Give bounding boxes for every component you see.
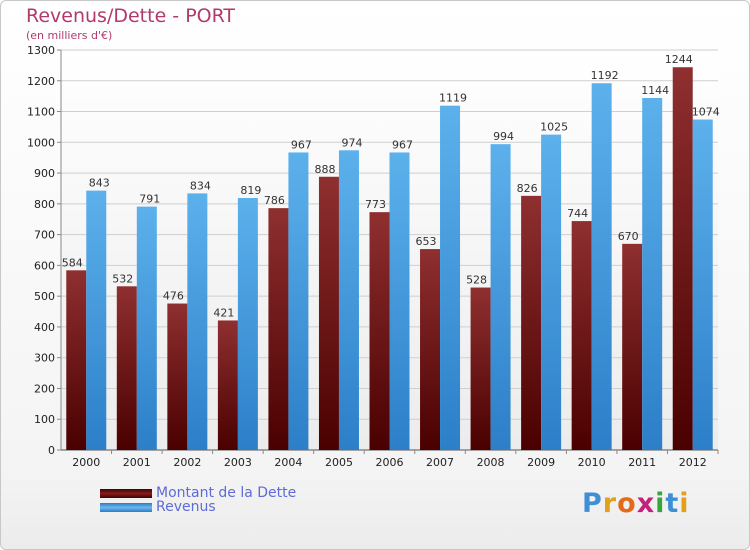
y-tick-label: 0 [48, 444, 55, 457]
revenue-bar [440, 105, 461, 450]
debt-value-label: 421 [213, 306, 234, 319]
debt-bar [116, 286, 137, 450]
debt-value-label: 528 [466, 274, 487, 287]
debt-value-label: 786 [264, 194, 285, 207]
debt-bar [167, 303, 188, 450]
revenue-bar [591, 83, 612, 450]
logo-letter: i [679, 488, 690, 519]
x-tick-label: 2005 [325, 456, 353, 469]
y-tick-label: 800 [34, 198, 55, 211]
y-tick-label: 1300 [27, 44, 55, 57]
y-tick-label: 1200 [27, 75, 55, 88]
y-tick-label: 100 [34, 413, 55, 426]
debt-value-label: 826 [517, 182, 538, 195]
y-tick-label: 900 [34, 167, 55, 180]
revenue-value-label: 967 [291, 138, 312, 151]
x-tick-label: 2008 [477, 456, 505, 469]
revenue-value-label: 1144 [641, 84, 669, 97]
debt-bar [521, 195, 542, 450]
legend-swatch-debt [100, 488, 152, 498]
x-tick-label: 2004 [274, 456, 302, 469]
debt-bar [268, 208, 289, 450]
proxiti-logo: Proxiti [582, 488, 690, 519]
legend-item-revenue: Revenus [100, 499, 296, 515]
y-tick-label: 1100 [27, 106, 55, 119]
y-tick-label: 700 [34, 229, 55, 242]
x-tick-label: 2003 [224, 456, 252, 469]
logo-letter: r [602, 488, 618, 519]
debt-value-label: 1244 [665, 53, 693, 66]
logo-letter: i [655, 488, 666, 519]
revenue-value-label: 843 [89, 177, 110, 190]
y-tick-label: 200 [34, 382, 55, 395]
revenue-bar [389, 152, 410, 450]
x-tick-label: 2006 [376, 456, 404, 469]
revenue-bar [490, 144, 511, 450]
revenue-bar [136, 206, 157, 450]
debt-bar [66, 270, 87, 450]
logo-letter: x [636, 488, 656, 519]
logo-letter: o [617, 488, 637, 519]
x-tick-label: 2007 [426, 456, 454, 469]
x-tick-label: 2000 [72, 456, 100, 469]
legend-item-debt: Montant de la Dette [100, 485, 297, 501]
debt-bar [318, 176, 339, 450]
y-tick-label: 500 [34, 290, 55, 303]
debt-value-label: 476 [163, 290, 184, 303]
x-tick-label: 2001 [123, 456, 151, 469]
revenue-value-label: 1192 [591, 69, 619, 82]
y-tick-label: 600 [34, 259, 55, 272]
x-tick-label: 2010 [578, 456, 606, 469]
debt-value-label: 653 [416, 235, 437, 248]
debt-value-label: 773 [365, 198, 386, 211]
legend: Montant de la Dette Revenus [100, 485, 297, 515]
logo-letter: P [582, 488, 603, 519]
revenue-bar [338, 150, 359, 451]
revenue-bar [642, 98, 663, 450]
revenue-value-label: 974 [341, 136, 362, 149]
debt-bar [470, 287, 491, 450]
revenue-bar [288, 152, 309, 450]
x-tick-label: 2011 [628, 456, 656, 469]
legend-label-revenue: Revenus [156, 499, 216, 515]
revenue-bar [86, 190, 107, 450]
debt-value-label: 744 [567, 207, 588, 220]
revenue-value-label: 1074 [692, 106, 720, 119]
logo-letter: t [665, 488, 680, 519]
x-tick-label: 2009 [527, 456, 555, 469]
revenue-value-label: 819 [240, 184, 261, 197]
revenue-value-label: 1025 [540, 121, 568, 134]
debt-bar [672, 67, 693, 450]
revenue-value-label: 834 [190, 179, 211, 192]
y-tick-label: 1000 [27, 136, 55, 149]
revenue-bar [237, 198, 258, 450]
revenue-value-label: 967 [392, 138, 413, 151]
debt-value-label: 584 [62, 256, 83, 269]
debt-bar [369, 212, 390, 450]
chart-subtitle: (en milliers d'€) [26, 29, 113, 42]
legend-swatch-revenue [100, 502, 152, 512]
revenue-value-label: 1119 [439, 92, 467, 105]
debt-value-label: 888 [314, 163, 335, 176]
revenue-bar [692, 119, 713, 451]
x-tick-label: 2002 [173, 456, 201, 469]
revenue-bar [187, 193, 208, 450]
debt-bar [622, 243, 643, 450]
legend-label-debt: Montant de la Dette [156, 485, 297, 501]
debt-value-label: 670 [618, 230, 639, 243]
debt-value-label: 532 [112, 272, 133, 285]
debt-bar [217, 320, 238, 450]
x-tick-label: 2012 [679, 456, 707, 469]
y-tick-label: 300 [34, 352, 55, 365]
revenue-value-label: 994 [493, 130, 514, 143]
revenue-bar [541, 134, 562, 450]
debt-bar [571, 221, 592, 450]
revenue-value-label: 791 [139, 193, 160, 206]
y-tick-label: 400 [34, 321, 55, 334]
debt-bar [420, 249, 441, 450]
chart-title: Revenus/Dette - PORT [26, 5, 236, 27]
